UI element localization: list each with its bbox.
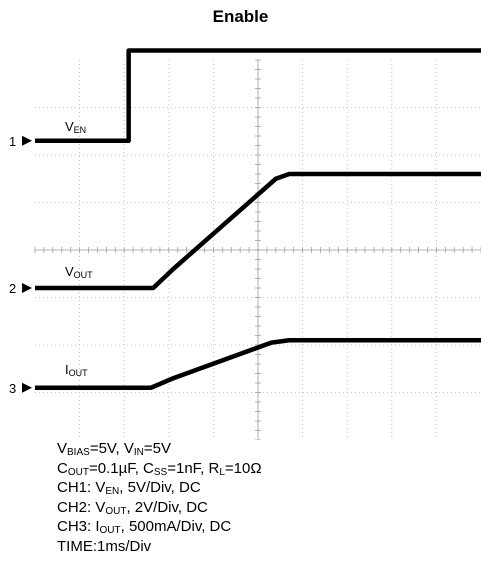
channel-marker-arrow xyxy=(22,135,32,146)
condition-line: CH1: VEN, 5V/Div, DC xyxy=(57,479,201,497)
grid xyxy=(34,59,481,440)
condition-line: COUT=0.1µF, CSS=1nF, RL=10Ω xyxy=(57,459,262,478)
trace-label-ch1: VEN xyxy=(65,119,86,135)
channel-marker-arrow xyxy=(22,283,32,293)
trace-label-ch3: IOUT xyxy=(65,362,88,378)
oscilloscope-plot: VEN VOUT IOUT 1 2 3 xyxy=(9,48,481,440)
trace-label-ch2: VOUT xyxy=(65,264,93,280)
trace-ch1 xyxy=(35,48,481,143)
channel-markers: 1 2 3 xyxy=(9,134,32,396)
condition-line: CH3: IOUT, 500mA/Div, DC xyxy=(57,518,232,536)
channel-marker-arrow xyxy=(22,382,32,393)
channel-number-3: 3 xyxy=(9,381,16,396)
time-scale-label: TIME:1ms/Div xyxy=(57,537,152,555)
trace-ch2 xyxy=(35,171,481,291)
chart-title: Enable xyxy=(212,7,269,26)
condition-line: CH2: VOUT, 2V/Div, DC xyxy=(57,498,208,517)
trace-ch3 xyxy=(35,338,481,390)
channel-number-1: 1 xyxy=(9,134,16,149)
condition-line: VBIAS=5V, VIN=5V xyxy=(57,440,171,458)
test-conditions: VBIAS=5V, VIN=5V COUT=0.1µF, CSS=1nF, RL=… xyxy=(57,440,262,555)
trace-labels: VEN VOUT IOUT xyxy=(65,119,93,378)
traces xyxy=(35,48,481,390)
channel-number-2: 2 xyxy=(9,281,16,296)
